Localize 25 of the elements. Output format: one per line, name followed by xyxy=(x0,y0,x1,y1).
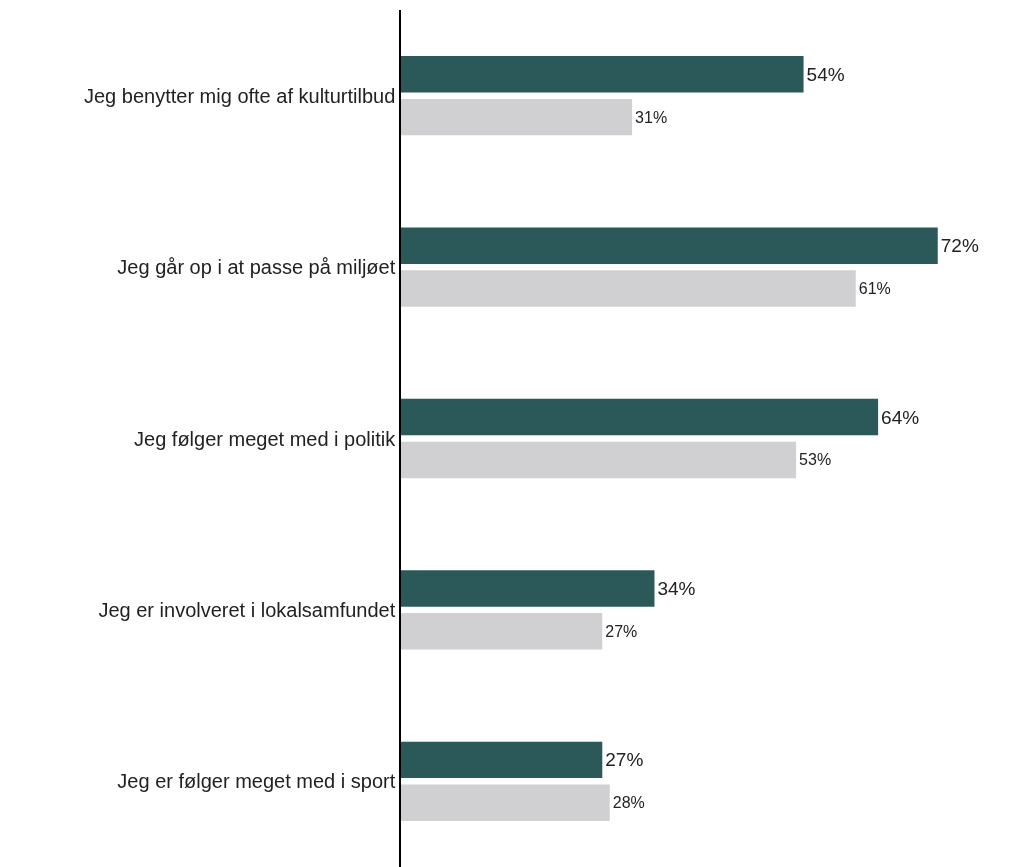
bar xyxy=(401,56,804,93)
bar xyxy=(401,98,633,136)
bar xyxy=(401,398,879,436)
bar xyxy=(401,270,856,307)
bar xyxy=(401,570,655,607)
y-tick-label: Jeg går op i at passe på miljøet xyxy=(117,256,396,279)
data-label: 72% xyxy=(940,235,979,257)
data-label: 61% xyxy=(858,280,891,298)
data-label: 53% xyxy=(799,451,832,469)
y-tick-label: Jeg er involveret i lokalsamfundet xyxy=(98,598,396,621)
y-tick-label: Jeg er følger meget med i sport xyxy=(117,770,396,793)
data-label: 34% xyxy=(657,577,696,599)
data-label: 28% xyxy=(612,794,645,812)
y-tick-label: Jeg følger meget med i politik xyxy=(134,427,397,450)
bar xyxy=(401,441,797,479)
data-label: 31% xyxy=(635,108,668,126)
bar xyxy=(401,784,610,821)
bar xyxy=(401,227,938,264)
data-label: 64% xyxy=(881,406,920,428)
data-label: 54% xyxy=(806,63,845,85)
y-tick-label: Jeg benytter mig ofte af kulturtilbud xyxy=(83,84,396,107)
data-label: 27% xyxy=(605,749,644,771)
bar xyxy=(401,741,603,779)
data-label: 27% xyxy=(605,622,638,640)
bar xyxy=(401,613,603,650)
